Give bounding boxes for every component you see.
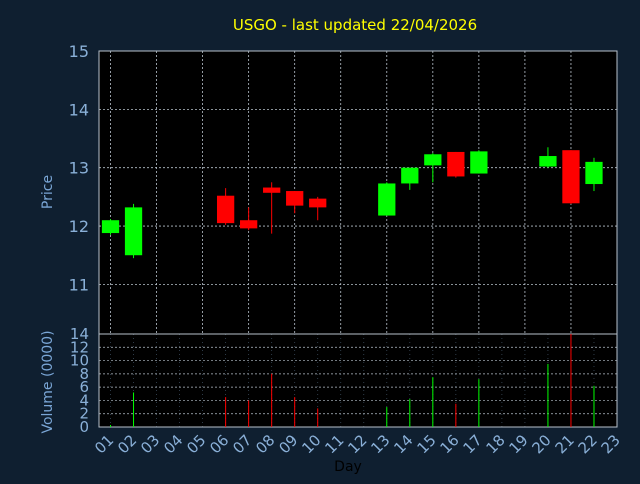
price-tick-label: 12 [69, 217, 89, 236]
candle-body [447, 151, 465, 177]
volume-tick-label: 4 [79, 391, 89, 409]
candle-body [309, 198, 327, 208]
candle-body [470, 151, 488, 174]
candle-body [562, 150, 580, 204]
price-panel: 11 12 13 14 15 [69, 42, 618, 335]
candle-body [378, 183, 396, 216]
volume-tick-label: 2 [79, 405, 89, 423]
candle-body [286, 191, 304, 206]
chart-title: USGO - last updated 22/04/2026 [233, 16, 477, 34]
candle-body [263, 187, 281, 193]
x-axis-ticks: 0102030405060708091011121314151617181920… [91, 431, 624, 457]
volume-tick-label: 0 [79, 418, 89, 436]
candle-body [424, 154, 442, 166]
volume-tick-label: 6 [79, 378, 89, 396]
candle-body [101, 220, 120, 234]
volume-plot-border [98, 333, 618, 428]
volume-plot-area [99, 334, 617, 427]
price-tick-label: 15 [69, 42, 89, 61]
price-plot-area [99, 51, 617, 334]
candle-body [585, 161, 603, 185]
candle-body [401, 167, 419, 184]
x-axis-label: Day [334, 459, 362, 475]
price-tick-label: 11 [69, 275, 89, 294]
volume-tick-label: 12 [70, 338, 89, 356]
volume-tick-label: 14 [70, 325, 89, 343]
price-tick-label: 14 [69, 100, 89, 119]
volume-tick-label: 10 [70, 352, 89, 370]
candle-body [124, 207, 143, 256]
candle-body [539, 156, 557, 167]
candle-body [216, 195, 235, 224]
candle-body [240, 220, 258, 229]
price-axis-label: Price [40, 175, 56, 209]
volume-axis-label: Volume (0000) [40, 330, 56, 433]
price-tick-label: 13 [69, 159, 89, 178]
volume-tick-label: 8 [79, 365, 89, 383]
